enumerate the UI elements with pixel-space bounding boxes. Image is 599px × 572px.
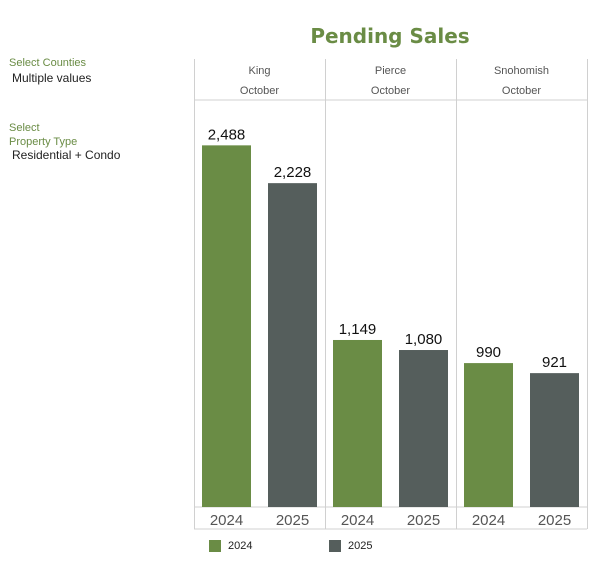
data-label-king-2025: 2,228 xyxy=(274,164,312,181)
panel-header-king: King xyxy=(248,65,270,77)
property-type-filter-value[interactable]: Residential + Condo xyxy=(12,148,121,162)
panel-header-snohomish: Snohomish xyxy=(494,65,549,77)
panel-period-pierce: October xyxy=(371,85,410,97)
legend-item-2025: 2025 xyxy=(329,540,372,552)
legend-label-2024: 2024 xyxy=(228,540,253,552)
x-tick-snohomish-2024: 2024 xyxy=(472,512,505,529)
legend-swatch-2024 xyxy=(209,540,221,552)
bar-snohomish-2024 xyxy=(464,363,513,507)
data-label-pierce-2024: 1,149 xyxy=(339,321,377,338)
legend-swatch-2025 xyxy=(329,540,341,552)
counties-filter-value[interactable]: Multiple values xyxy=(12,71,92,85)
panel-period-snohomish: October xyxy=(502,85,541,97)
x-tick-pierce-2025: 2025 xyxy=(407,512,440,529)
data-label-king-2024: 2,488 xyxy=(208,126,246,143)
legend-item-2024: 2024 xyxy=(209,540,252,552)
chart-title: Pending Sales xyxy=(310,24,470,48)
legend-label-2025: 2025 xyxy=(348,540,373,552)
x-tick-king-2024: 2024 xyxy=(210,512,243,529)
data-label-snohomish-2024: 990 xyxy=(476,344,501,361)
property-type-label-line1: Select xyxy=(9,122,40,134)
data-label-pierce-2025: 1,080 xyxy=(405,331,443,348)
property-type-label-line2: Property Type xyxy=(9,136,78,148)
x-tick-king-2025: 2025 xyxy=(276,512,309,529)
x-tick-pierce-2024: 2024 xyxy=(341,512,374,529)
bar-pierce-2024 xyxy=(333,339,382,507)
pending-sales-chart: King October 2,488 2024 2,228 2025 Pierce Octob… xyxy=(194,59,588,530)
bar-pierce-2025 xyxy=(399,350,448,507)
bar-king-2025 xyxy=(268,183,317,507)
bar-king-2024 xyxy=(202,145,251,507)
data-label-snohomish-2025: 921 xyxy=(542,354,567,371)
bar-snohomish-2025 xyxy=(530,373,579,507)
panel-header-pierce: Pierce xyxy=(375,65,406,77)
panel-period-king: October xyxy=(240,85,279,97)
x-tick-snohomish-2025: 2025 xyxy=(538,512,571,529)
counties-filter-label: Select Counties xyxy=(9,57,87,69)
